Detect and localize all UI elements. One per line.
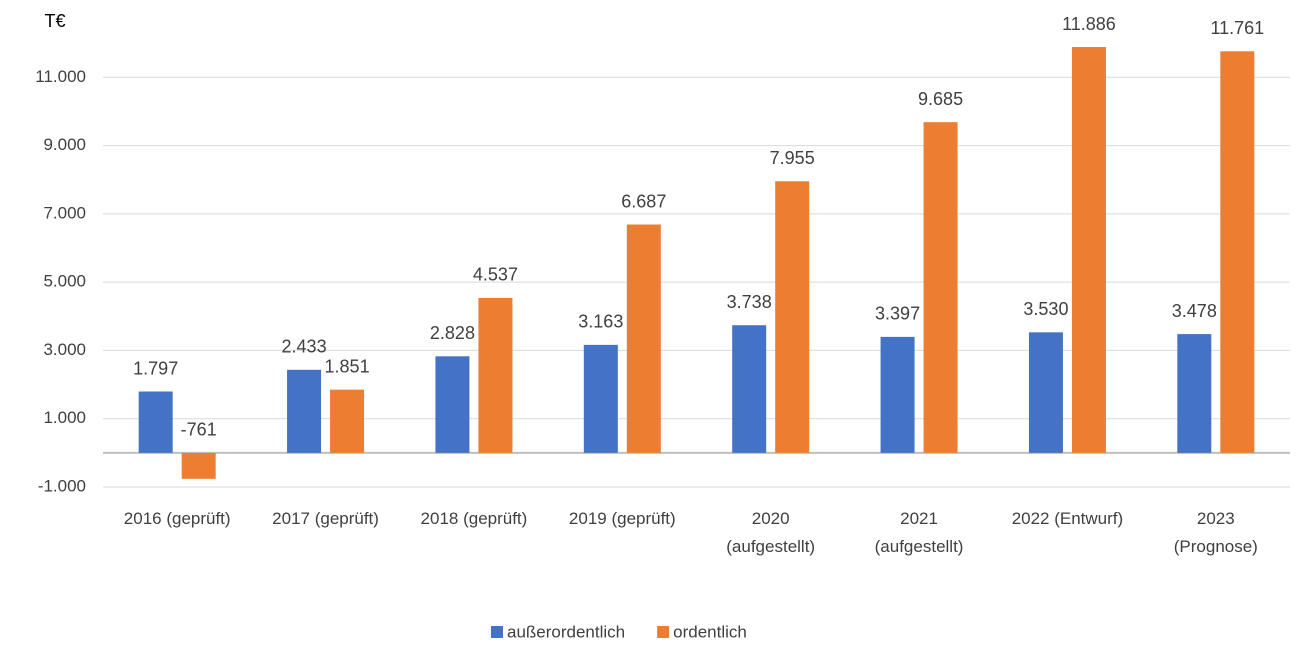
bar	[478, 297, 513, 453]
value-label: 11.761	[1210, 18, 1264, 38]
value-label: 2.433	[282, 337, 327, 357]
legend-label: ordentlich	[673, 622, 747, 641]
legend-label: außerordentlich	[507, 622, 625, 641]
bar	[138, 391, 173, 453]
value-label: 11.886	[1062, 14, 1116, 34]
bar	[880, 336, 915, 453]
x-tick-label: 2018 (geprüft)	[421, 509, 528, 528]
bar	[775, 181, 810, 453]
y-tick-label: 7.000	[43, 203, 86, 222]
legend-swatch	[491, 626, 503, 638]
value-label: 4.537	[473, 265, 518, 285]
bar	[923, 122, 958, 453]
x-tick-label: 2017 (geprüft)	[272, 509, 379, 528]
y-tick-label: 1.000	[43, 408, 86, 427]
y-tick-label: 9.000	[43, 135, 86, 154]
bar	[1220, 51, 1255, 453]
y-tick-label: 3.000	[43, 340, 86, 359]
value-label: 3.397	[875, 304, 920, 324]
bar	[626, 224, 661, 453]
x-tick-label: 2020 (aufgestellt)	[726, 509, 815, 556]
value-label: 2.828	[430, 323, 475, 343]
bar	[732, 325, 767, 453]
bar	[287, 369, 322, 453]
bar	[1071, 47, 1106, 453]
value-label: 7.955	[770, 148, 815, 168]
x-tick-label: 2021 (aufgestellt)	[875, 509, 964, 556]
bar	[583, 344, 618, 453]
value-label: 3.163	[578, 312, 623, 332]
x-tick-label: 2016 (geprüft)	[124, 509, 231, 528]
y-axis-label: T€	[44, 11, 65, 31]
value-label: 6.687	[621, 191, 666, 211]
y-tick-label: -1.000	[38, 476, 86, 495]
bar	[1028, 332, 1063, 453]
value-label: 3.738	[727, 292, 772, 312]
value-label: 9.685	[918, 89, 963, 109]
value-label: 1.797	[133, 358, 178, 378]
x-tick-label: 2022 (Entwurf)	[1012, 509, 1124, 528]
bar	[330, 389, 365, 453]
value-label: 3.530	[1023, 299, 1068, 319]
bar	[181, 452, 216, 479]
x-tick-label: 2023 (Prognose)	[1174, 509, 1258, 556]
x-tick-label: 2019 (geprüft)	[569, 509, 676, 528]
value-label: 3.478	[1172, 301, 1217, 321]
bar	[435, 356, 470, 453]
legend-swatch	[657, 626, 670, 638]
bar	[1177, 334, 1212, 453]
y-tick-label: 11.000	[35, 67, 86, 86]
y-tick-label: 5.000	[43, 272, 86, 291]
value-label: 1.851	[325, 356, 370, 376]
value-label: -761	[181, 420, 217, 440]
